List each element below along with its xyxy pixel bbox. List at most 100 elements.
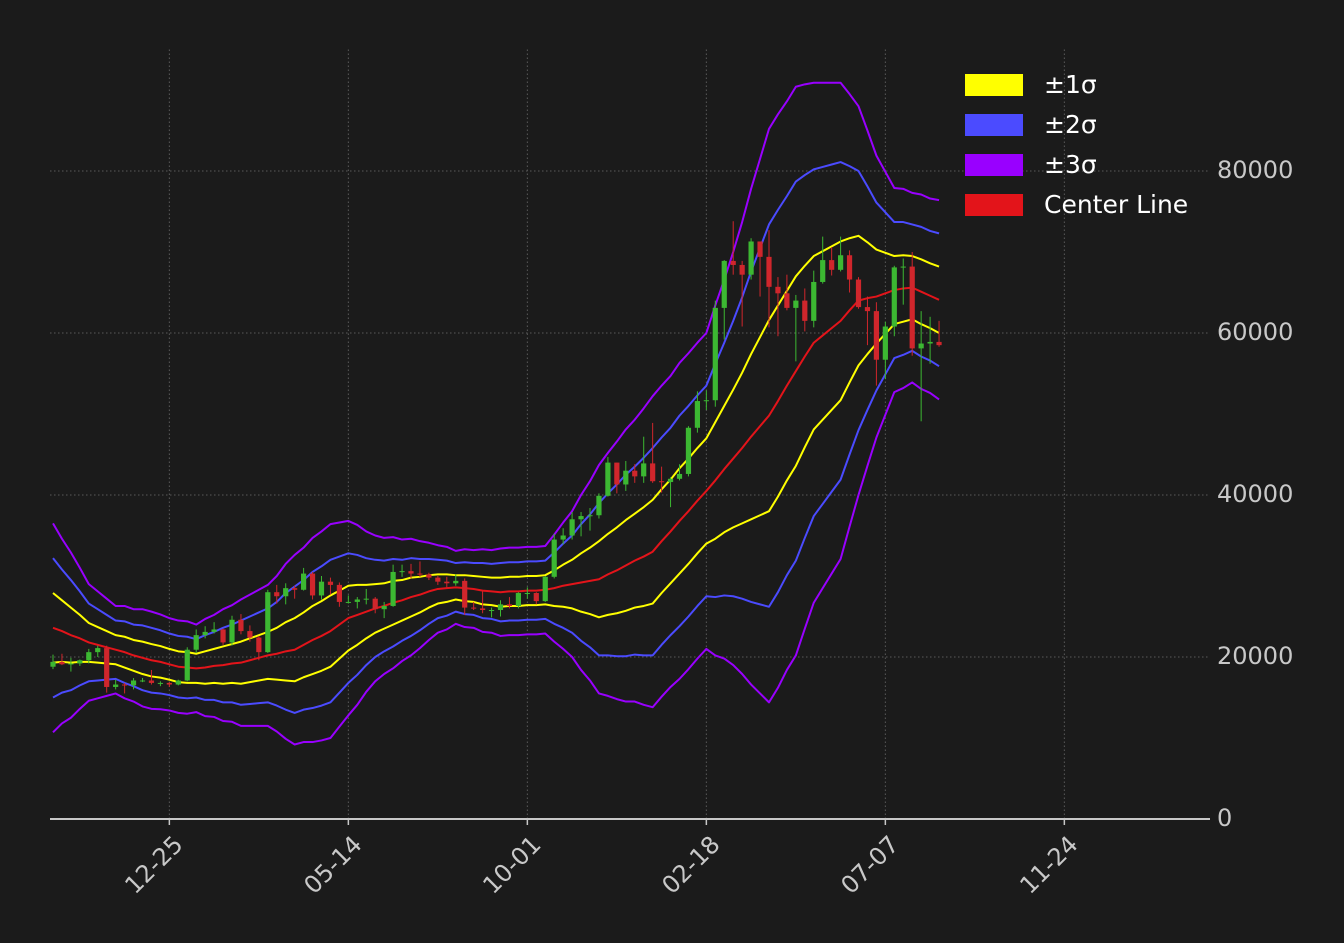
candle-body: [184, 649, 190, 681]
candle-body: [122, 684, 128, 686]
x-tick-label: 05-14: [298, 830, 367, 899]
candle-body: [515, 593, 521, 606]
candle-body: [238, 619, 244, 632]
legend-swatch: [965, 194, 1023, 216]
candle-body: [650, 463, 656, 482]
candle-body: [399, 571, 405, 573]
candle-body: [497, 604, 504, 611]
candle-body: [703, 400, 709, 402]
candle-body: [480, 608, 486, 611]
x-tick-label: 07-07: [835, 830, 904, 899]
candle-body: [488, 610, 495, 612]
candle-body: [292, 588, 298, 590]
legend: ±1σ ±2σ ±3σ Center Line: [965, 70, 1188, 219]
candle-body: [77, 660, 83, 664]
band-line: [52, 234, 940, 655]
candle-body: [372, 598, 378, 610]
legend-swatch: [965, 114, 1023, 136]
x-tick-label: 12-25: [119, 830, 188, 899]
candle-body: [784, 293, 790, 308]
candle-body: [873, 311, 879, 360]
candle-body: [50, 661, 56, 667]
candle-body: [891, 267, 897, 327]
candle-body: [614, 462, 620, 485]
y-tick-label: 20000: [1217, 642, 1293, 670]
candle-body: [220, 629, 226, 643]
candle-body: [659, 481, 665, 483]
candle-body: [130, 680, 137, 686]
candle-body: [202, 631, 208, 636]
candle-body: [390, 571, 396, 606]
candle-body: [641, 463, 647, 477]
candle-body: [560, 535, 566, 540]
candle-body: [927, 341, 933, 344]
band-line: [52, 349, 940, 714]
y-tick-label: 80000: [1217, 156, 1293, 184]
candle-body: [301, 573, 307, 590]
candle-body: [59, 661, 65, 665]
candle-body: [309, 573, 316, 596]
x-tick-label: 10-01: [477, 830, 546, 899]
candle-body: [596, 495, 602, 516]
candle-body: [471, 607, 477, 609]
candle-body: [542, 576, 548, 602]
candle-body: [882, 326, 888, 360]
candle-body: [247, 631, 253, 638]
legend-swatch: [965, 74, 1023, 96]
candle-body: [587, 515, 593, 517]
candle-body: [918, 343, 924, 349]
candle-body: [229, 619, 235, 643]
band-line: [52, 286, 940, 670]
candle-body: [864, 307, 871, 312]
candle-body: [68, 663, 74, 665]
candle-body: [578, 516, 584, 520]
candle-body: [811, 281, 817, 321]
candle-body: [104, 648, 110, 687]
candle-body: [381, 605, 387, 610]
band-line: [52, 161, 940, 641]
candle-body: [694, 401, 700, 428]
candle-body: [327, 581, 334, 585]
candle-body: [685, 427, 692, 474]
legend-label: ±2σ: [1044, 110, 1097, 139]
legend-label: ±1σ: [1044, 70, 1097, 99]
candle-body: [524, 593, 530, 595]
candle-body: [86, 652, 92, 661]
candle-body: [846, 255, 853, 280]
y-tick-label: 60000: [1217, 318, 1293, 346]
candle-body: [775, 286, 781, 294]
candle-body: [632, 470, 638, 477]
candle-body: [148, 680, 155, 683]
candle-body: [113, 684, 119, 687]
candle-body: [175, 680, 181, 685]
band-line: [52, 318, 940, 685]
candle-body: [829, 260, 835, 270]
candle-body: [802, 300, 808, 321]
candle-body: [256, 637, 262, 653]
candle-body: [855, 279, 862, 308]
candle-body: [408, 571, 414, 574]
legend-swatch: [965, 154, 1023, 176]
x-tick-label: 11-24: [1014, 830, 1083, 899]
candle-body: [426, 574, 432, 578]
candle-body: [838, 255, 844, 270]
candle-body: [623, 470, 629, 485]
y-tick-label: 40000: [1217, 480, 1293, 508]
band-line: [52, 81, 940, 626]
candle-body: [157, 682, 163, 684]
candle-body: [900, 266, 906, 268]
candle-body: [712, 307, 718, 401]
candle-body: [318, 581, 325, 596]
candle-body: [417, 573, 423, 575]
candle-body: [721, 260, 727, 308]
candle-body: [345, 601, 351, 603]
y-tick-label: 0: [1217, 804, 1232, 832]
legend-label: ±3σ: [1044, 150, 1097, 179]
candle-body: [569, 519, 575, 536]
candle-body: [336, 584, 342, 602]
candle-body: [757, 241, 763, 257]
candle-body: [444, 581, 450, 584]
candle-body: [766, 256, 772, 287]
candle-body: [95, 648, 101, 653]
